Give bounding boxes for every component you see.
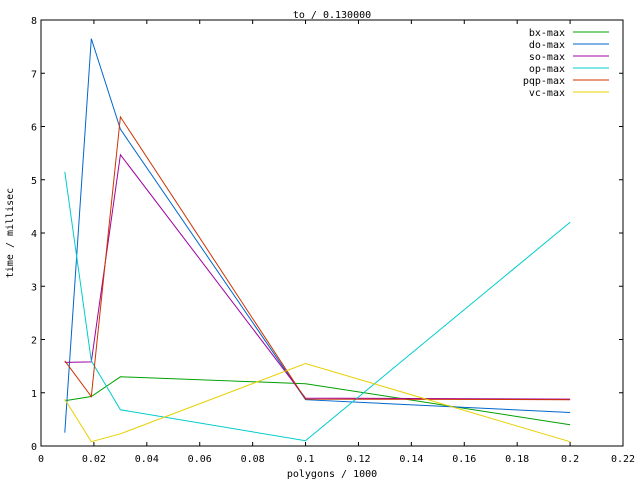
series-line-do-max (64, 38, 571, 433)
series-line-vc-max (64, 362, 571, 443)
x-tick-label: 0.02 (82, 454, 106, 465)
x-tick-label: 0.2 (561, 454, 579, 465)
legend-label: do-max (529, 40, 565, 51)
x-tick-label: 0.06 (188, 454, 212, 465)
y-tick-label: 8 (31, 16, 37, 27)
x-tick-label: 0.04 (135, 454, 159, 465)
y-tick-label: 5 (31, 176, 37, 187)
y-axis-label: time / millisec (5, 188, 16, 278)
x-tick-label: 0.14 (399, 454, 423, 465)
y-tick-label: 2 (31, 336, 37, 347)
y-tick-label: 6 (31, 123, 37, 134)
y-tick-label: 0 (31, 442, 37, 453)
x-axis-label: polygons / 1000 (287, 469, 377, 480)
legend-label: so-max (529, 52, 565, 63)
x-tick-label: 0.18 (505, 454, 529, 465)
x-tick-label: 0.12 (346, 454, 370, 465)
series-lines (64, 38, 571, 443)
axis-ticks: 0 0.02 0.04 0.06 0.08 0.1 0.12 0.14 0.16 0.18 0.2 0… (31, 16, 635, 465)
x-tick-label: 0 (38, 454, 44, 465)
series-line-pqp-max (64, 115, 571, 401)
chart-title: to / 0.130000 (293, 10, 371, 21)
y-tick-label: 1 (31, 389, 37, 400)
y-tick-label: 4 (31, 229, 37, 240)
y-tick-label: 7 (31, 69, 37, 80)
series-line-bx-max (64, 376, 571, 426)
legend-label: pqp-max (523, 76, 565, 87)
legend-label: vc-max (529, 88, 565, 99)
y-tick-label: 3 (31, 282, 37, 293)
x-tick-label: 0.08 (241, 454, 265, 465)
series-line-so-max (64, 153, 571, 400)
legend-label: bx-max (529, 28, 565, 39)
series-line-op-max (64, 171, 571, 442)
x-tick-label: 0.22 (611, 454, 635, 465)
x-tick-label: 0.16 (452, 454, 476, 465)
legend-label: op-max (529, 64, 565, 75)
x-tick-label: 0.1 (297, 454, 315, 465)
